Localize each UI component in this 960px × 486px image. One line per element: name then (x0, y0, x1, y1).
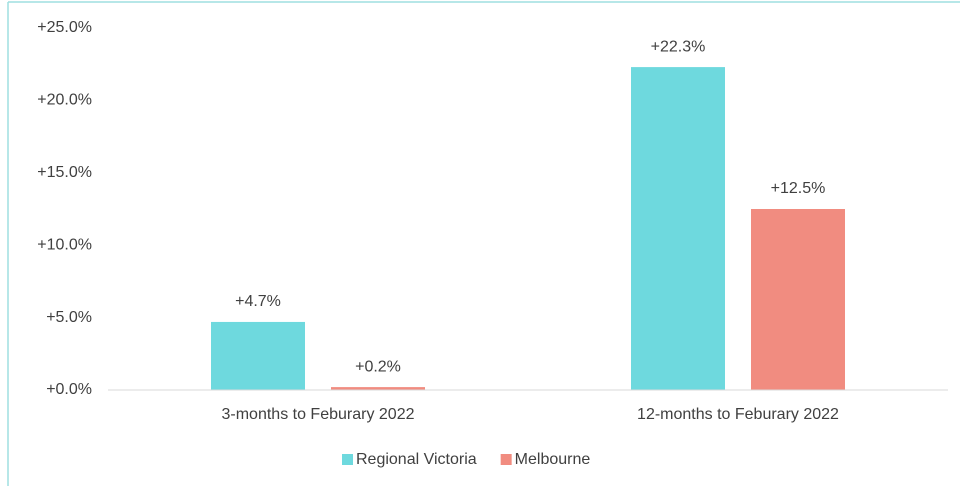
y-tick-label: +10.0% (37, 236, 92, 253)
legend-swatch (342, 454, 353, 465)
y-tick-label: +20.0% (37, 92, 92, 109)
x-tick-label: 12-months to Feburary 2022 (637, 406, 839, 423)
value-label: +0.2% (355, 358, 401, 375)
value-label: +4.7% (235, 293, 281, 310)
y-tick-label: +0.0% (46, 381, 92, 398)
value-label: +12.5% (771, 180, 826, 197)
bar (331, 387, 425, 390)
y-tick-label: +25.0% (37, 19, 92, 36)
bar (631, 67, 725, 390)
legend-label: Regional Victoria (356, 451, 477, 468)
bar (211, 321, 305, 390)
y-tick-label: +5.0% (46, 309, 92, 326)
y-tick-label: +15.0% (37, 164, 92, 181)
legend-label: Melbourne (515, 451, 591, 468)
bar (751, 209, 845, 390)
x-tick-label: 3-months to Feburary 2022 (222, 406, 415, 423)
value-label: +22.3% (651, 38, 706, 55)
legend-swatch (500, 454, 512, 465)
